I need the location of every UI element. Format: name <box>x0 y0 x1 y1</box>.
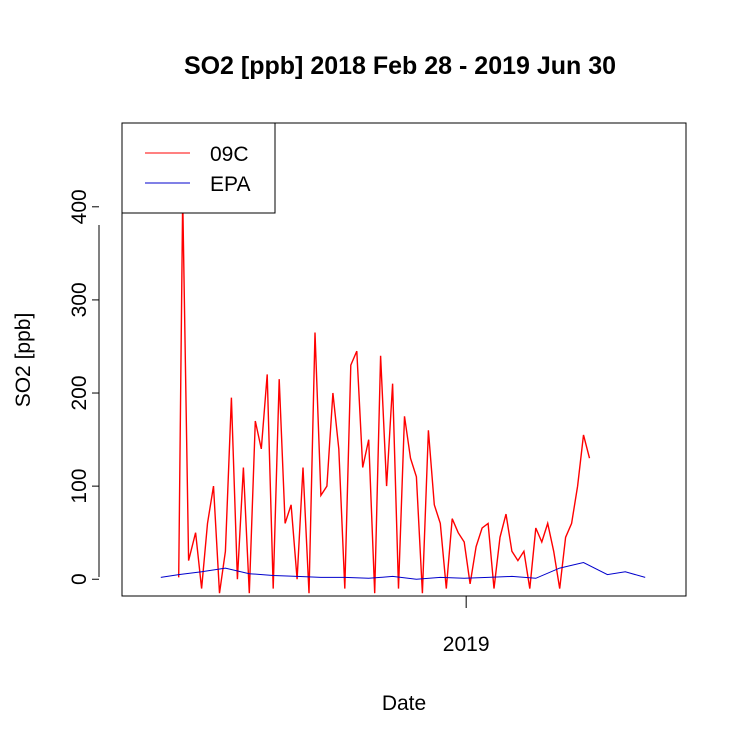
legend: 09C EPA <box>121 122 276 214</box>
y-tick-label: 100 <box>68 469 91 504</box>
y-axis: 0 100 200 300 400 <box>68 189 100 585</box>
chart-title: SO2 [ppb] 2018 Feb 28 - 2019 Jun 30 <box>184 52 616 80</box>
x-tick-label: 2019 <box>443 633 490 656</box>
y-tick-label: 400 <box>68 189 91 224</box>
y-tick-label: 200 <box>68 375 91 410</box>
series-layer <box>160 197 646 594</box>
y-tick-label: 0 <box>68 573 91 585</box>
legend-label-09c: 09C <box>210 143 249 166</box>
series-line-09c <box>178 197 591 594</box>
y-tick-label: 300 <box>68 282 91 317</box>
y-axis-label: SO2 [ppb] <box>12 313 35 408</box>
series-line-epa <box>160 561 646 580</box>
legend-box <box>121 122 276 214</box>
plot-frame <box>121 122 687 597</box>
x-axis: 2019 <box>443 596 490 656</box>
legend-label-epa: EPA <box>210 173 250 196</box>
x-axis-label: Date <box>382 692 426 715</box>
